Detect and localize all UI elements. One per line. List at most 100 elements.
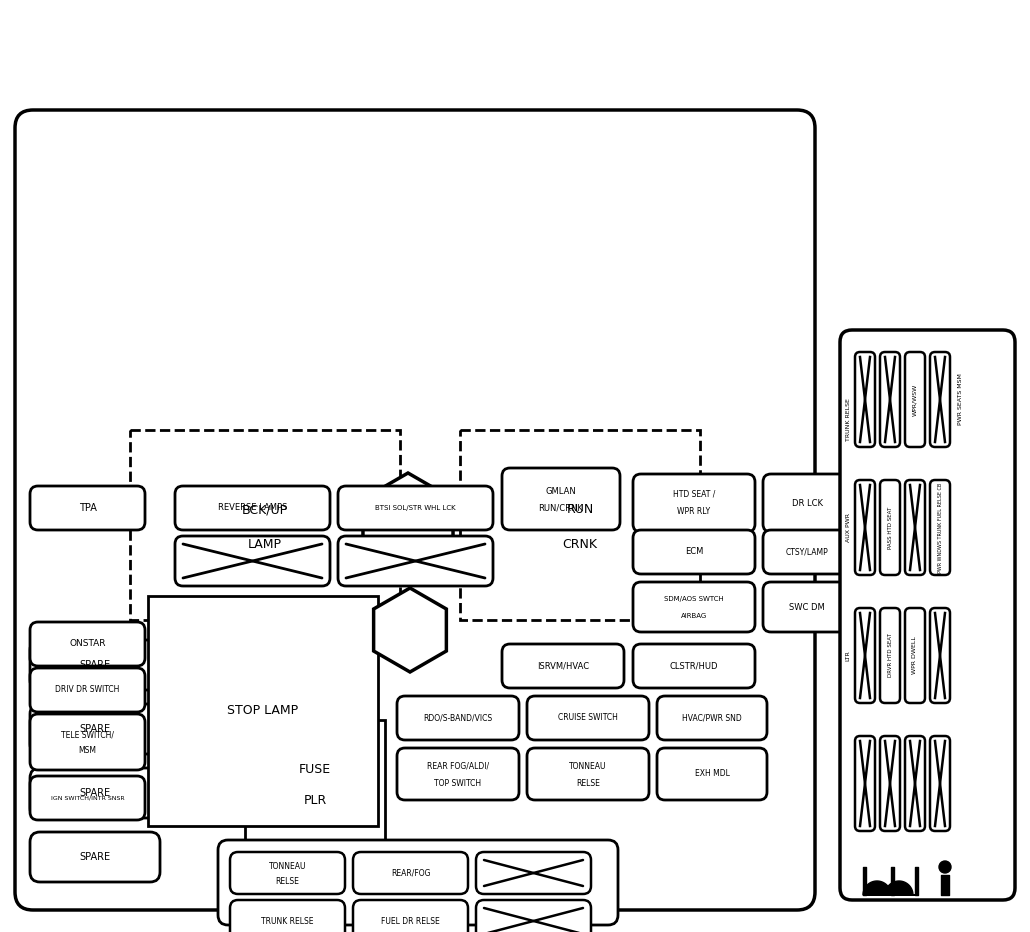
Polygon shape (363, 473, 453, 577)
Text: LTR: LTR (846, 651, 851, 661)
FancyBboxPatch shape (476, 900, 591, 932)
Text: TPA: TPA (78, 503, 97, 513)
Text: RUN: RUN (566, 503, 593, 516)
Bar (130, 430, 400, 620)
Circle shape (939, 861, 951, 873)
FancyBboxPatch shape (397, 696, 519, 740)
FancyBboxPatch shape (905, 480, 925, 575)
Text: RELSE: RELSE (576, 779, 599, 788)
FancyBboxPatch shape (880, 736, 900, 831)
Text: CTSY/LAMP: CTSY/LAMP (786, 547, 828, 556)
Text: CRUISE SWITCH: CRUISE SWITCH (558, 714, 618, 722)
FancyBboxPatch shape (905, 608, 925, 703)
FancyBboxPatch shape (855, 608, 876, 703)
Text: AUX PWR: AUX PWR (846, 513, 851, 542)
Text: BCK/UP: BCK/UP (242, 503, 288, 516)
Text: BTSI SOL/STR WHL LCK: BTSI SOL/STR WHL LCK (375, 505, 456, 511)
FancyBboxPatch shape (855, 480, 876, 575)
Text: RELSE: RELSE (276, 877, 300, 886)
FancyBboxPatch shape (633, 474, 755, 532)
Text: TELE SWITCH/: TELE SWITCH/ (61, 731, 114, 740)
FancyBboxPatch shape (763, 474, 851, 532)
FancyBboxPatch shape (30, 486, 145, 530)
Text: SWC DM: SWC DM (789, 602, 825, 611)
Polygon shape (863, 881, 891, 895)
FancyBboxPatch shape (353, 852, 468, 894)
FancyBboxPatch shape (338, 536, 493, 586)
FancyBboxPatch shape (30, 704, 160, 754)
FancyBboxPatch shape (633, 530, 755, 574)
FancyBboxPatch shape (15, 110, 815, 910)
Text: PWR WNDWS TRUNK FUEL RELSE CB: PWR WNDWS TRUNK FUEL RELSE CB (937, 483, 942, 572)
FancyBboxPatch shape (855, 352, 876, 447)
FancyBboxPatch shape (763, 582, 851, 632)
Text: PASS HTD SEAT: PASS HTD SEAT (888, 506, 893, 549)
Text: TONNEAU: TONNEAU (269, 862, 306, 871)
FancyBboxPatch shape (397, 748, 519, 800)
Text: RUN/CRNK: RUN/CRNK (539, 504, 583, 513)
Text: FUEL DR RELSE: FUEL DR RELSE (381, 916, 440, 925)
Text: ISRVM/HVAC: ISRVM/HVAC (537, 662, 589, 670)
Text: SPARE: SPARE (79, 724, 110, 734)
Text: DRIV DR SWITCH: DRIV DR SWITCH (56, 686, 119, 694)
FancyBboxPatch shape (930, 608, 950, 703)
Text: ECM: ECM (685, 547, 703, 556)
Text: TOP SWITCH: TOP SWITCH (435, 779, 482, 788)
FancyBboxPatch shape (527, 696, 649, 740)
FancyBboxPatch shape (30, 776, 145, 820)
Text: FUSE: FUSE (299, 763, 331, 776)
FancyBboxPatch shape (30, 622, 145, 666)
FancyBboxPatch shape (657, 748, 767, 800)
FancyBboxPatch shape (657, 696, 767, 740)
Text: REAR/FOG: REAR/FOG (390, 869, 431, 878)
FancyBboxPatch shape (175, 536, 330, 586)
FancyBboxPatch shape (502, 468, 620, 530)
Text: SPARE: SPARE (79, 788, 110, 798)
FancyBboxPatch shape (930, 352, 950, 447)
FancyBboxPatch shape (527, 748, 649, 800)
Text: ONSTAR: ONSTAR (69, 639, 106, 649)
Text: SPARE: SPARE (79, 660, 110, 670)
FancyBboxPatch shape (633, 644, 755, 688)
Polygon shape (374, 588, 446, 672)
FancyBboxPatch shape (230, 900, 345, 932)
FancyBboxPatch shape (175, 486, 330, 530)
FancyBboxPatch shape (30, 832, 160, 882)
Text: HTD SEAT /: HTD SEAT / (673, 490, 715, 499)
Text: PWR SEATS MSM: PWR SEATS MSM (958, 374, 962, 425)
FancyBboxPatch shape (230, 852, 345, 894)
FancyBboxPatch shape (855, 736, 876, 831)
FancyBboxPatch shape (763, 530, 851, 574)
FancyBboxPatch shape (338, 486, 493, 530)
Text: HVAC/PWR SND: HVAC/PWR SND (682, 714, 742, 722)
FancyBboxPatch shape (930, 480, 950, 575)
FancyBboxPatch shape (880, 352, 900, 447)
Text: SPARE: SPARE (79, 852, 110, 862)
Text: PLR: PLR (304, 794, 327, 807)
Text: STOP LAMP: STOP LAMP (228, 705, 299, 718)
Text: WPR DWELL: WPR DWELL (913, 637, 918, 675)
Text: RDO/S-BAND/VICS: RDO/S-BAND/VICS (423, 714, 492, 722)
Text: GMLAN: GMLAN (546, 487, 577, 496)
Text: TRUNK RELSE: TRUNK RELSE (262, 916, 314, 925)
Text: AIRBAG: AIRBAG (681, 613, 708, 619)
Text: TRUNK RELSE: TRUNK RELSE (846, 398, 851, 441)
FancyBboxPatch shape (476, 852, 591, 894)
FancyBboxPatch shape (30, 640, 160, 690)
FancyBboxPatch shape (30, 714, 145, 770)
Text: CLSTR/HUD: CLSTR/HUD (670, 662, 718, 670)
Bar (148, 596, 378, 826)
Bar (245, 720, 385, 850)
Text: IGN SWITCH/INTR SNSR: IGN SWITCH/INTR SNSR (50, 796, 125, 801)
Polygon shape (885, 881, 918, 895)
Text: DR LCK: DR LCK (791, 499, 823, 508)
Text: LAMP: LAMP (248, 538, 282, 551)
Text: CRNK: CRNK (562, 538, 597, 551)
Text: WPR/WSW: WPR/WSW (913, 383, 918, 416)
Text: REVERSE LAMPS: REVERSE LAMPS (217, 503, 287, 513)
Text: SDM/AOS SWTCH: SDM/AOS SWTCH (664, 596, 724, 602)
FancyBboxPatch shape (502, 644, 624, 688)
FancyBboxPatch shape (218, 840, 618, 925)
Text: EXH MDL: EXH MDL (694, 770, 729, 778)
Text: WPR RLY: WPR RLY (678, 507, 711, 516)
